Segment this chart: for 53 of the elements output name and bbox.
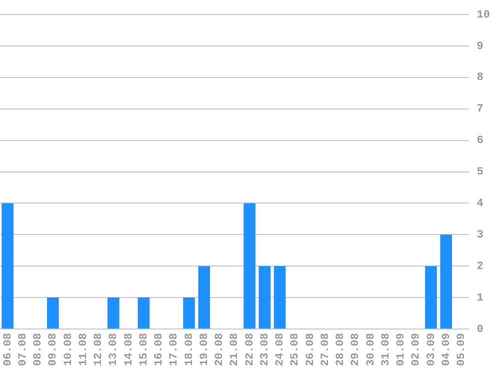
x-tick-label: 30.08 <box>365 332 378 366</box>
bar <box>244 203 256 328</box>
x-tick-label: 13.08 <box>108 332 120 366</box>
x-tick-label: 12.08 <box>93 332 106 366</box>
x-tick-label: 14.08 <box>123 332 136 366</box>
y-tick-label: 7 <box>476 104 484 116</box>
x-tick-label: 03.09 <box>426 332 438 366</box>
x-tick-label: 29.08 <box>350 332 362 366</box>
x-tick-label: 31.08 <box>380 332 392 366</box>
x-tick-label: 01.09 <box>396 332 408 366</box>
x-tick-label: 17.08 <box>168 332 181 366</box>
y-tick-label: 8 <box>476 72 484 84</box>
x-tick-label: 18.08 <box>184 332 196 366</box>
x-tick-label: 10.08 <box>62 332 75 366</box>
bar <box>440 234 452 328</box>
x-tick-label: 16.08 <box>154 332 166 366</box>
x-tick-label: 24.08 <box>274 332 287 366</box>
x-tick-label: 28.08 <box>335 332 348 366</box>
x-tick-label: 20.08 <box>214 332 226 366</box>
x-tick-label: 23.08 <box>259 332 272 366</box>
bar <box>138 298 150 328</box>
x-tick-label: 09.08 <box>48 332 60 366</box>
x-tick-label: 06.08 <box>2 332 14 366</box>
x-tick-label: 22.08 <box>244 332 256 366</box>
y-tick-label: 5 <box>476 166 484 179</box>
x-tick-label: 26.08 <box>304 332 317 366</box>
bar <box>198 266 210 328</box>
x-tick-label: 27.08 <box>320 332 332 366</box>
bar <box>108 298 120 328</box>
y-tick-label: 2 <box>476 260 484 273</box>
x-tick-label: 11.08 <box>78 332 90 366</box>
x-tick-label: 19.08 <box>198 332 211 366</box>
y-tick-label: 3 <box>476 229 484 242</box>
y-tick-label: 10 <box>476 9 490 22</box>
bar <box>258 266 271 328</box>
x-tick-label: 05.09 <box>456 332 468 366</box>
bar <box>425 266 437 328</box>
y-tick-label: 6 <box>476 135 484 148</box>
y-tick-label: 1 <box>476 292 484 304</box>
bar <box>47 298 59 328</box>
x-tick-label: 15.08 <box>138 332 150 366</box>
x-tick-label: 25.08 <box>290 332 302 366</box>
x-tick-label: 21.08 <box>229 332 242 366</box>
x-tick-label: 07.08 <box>17 332 30 366</box>
y-tick-label: 0 <box>476 324 484 336</box>
x-tick-label: 02.09 <box>410 332 423 366</box>
y-tick-label: 4 <box>476 198 484 210</box>
bar <box>2 203 14 328</box>
bar <box>183 298 195 328</box>
bar <box>274 266 286 328</box>
x-tick-label: 04.09 <box>440 332 453 366</box>
y-tick-label: 9 <box>476 40 484 53</box>
x-tick-label: 08.08 <box>32 332 45 366</box>
